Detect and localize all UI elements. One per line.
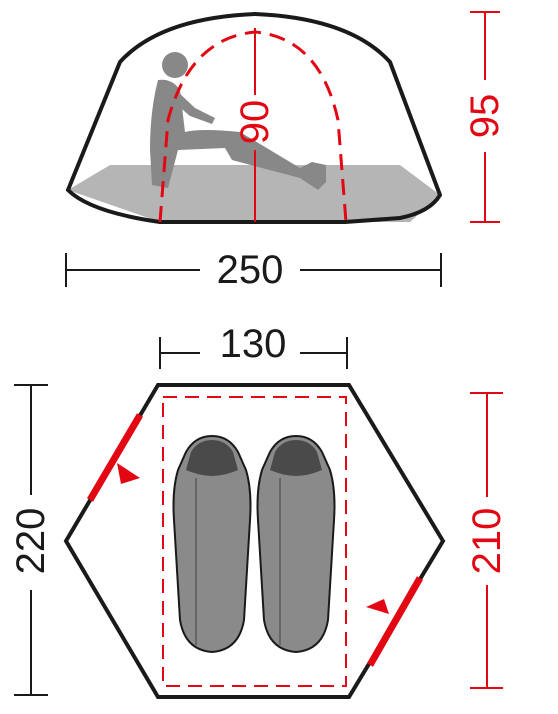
door-left: [86, 413, 144, 502]
tent-side-outline: [66, 12, 442, 224]
door-left-arrow-icon: [117, 463, 140, 484]
door-right: [366, 576, 424, 667]
door-right-arrow-icon: [366, 599, 389, 614]
height-label: 95: [463, 94, 507, 139]
inner-floor-dashed: [162, 396, 347, 687]
inner-length-label: 210: [465, 508, 509, 575]
side-view: 90 95 250: [65, 11, 507, 292]
sleeping-bag-icon: [256, 434, 336, 654]
inner-height-label: 90: [233, 100, 277, 145]
tent-top-outline: [63, 383, 446, 699]
top-width-label: 130: [220, 322, 287, 366]
sleeping-bag-icon: [172, 434, 252, 654]
top-view: 130 220 210: [9, 322, 509, 699]
seated-person-icon: [150, 52, 326, 190]
length-label: 220: [9, 508, 53, 575]
width-label: 250: [217, 248, 284, 292]
